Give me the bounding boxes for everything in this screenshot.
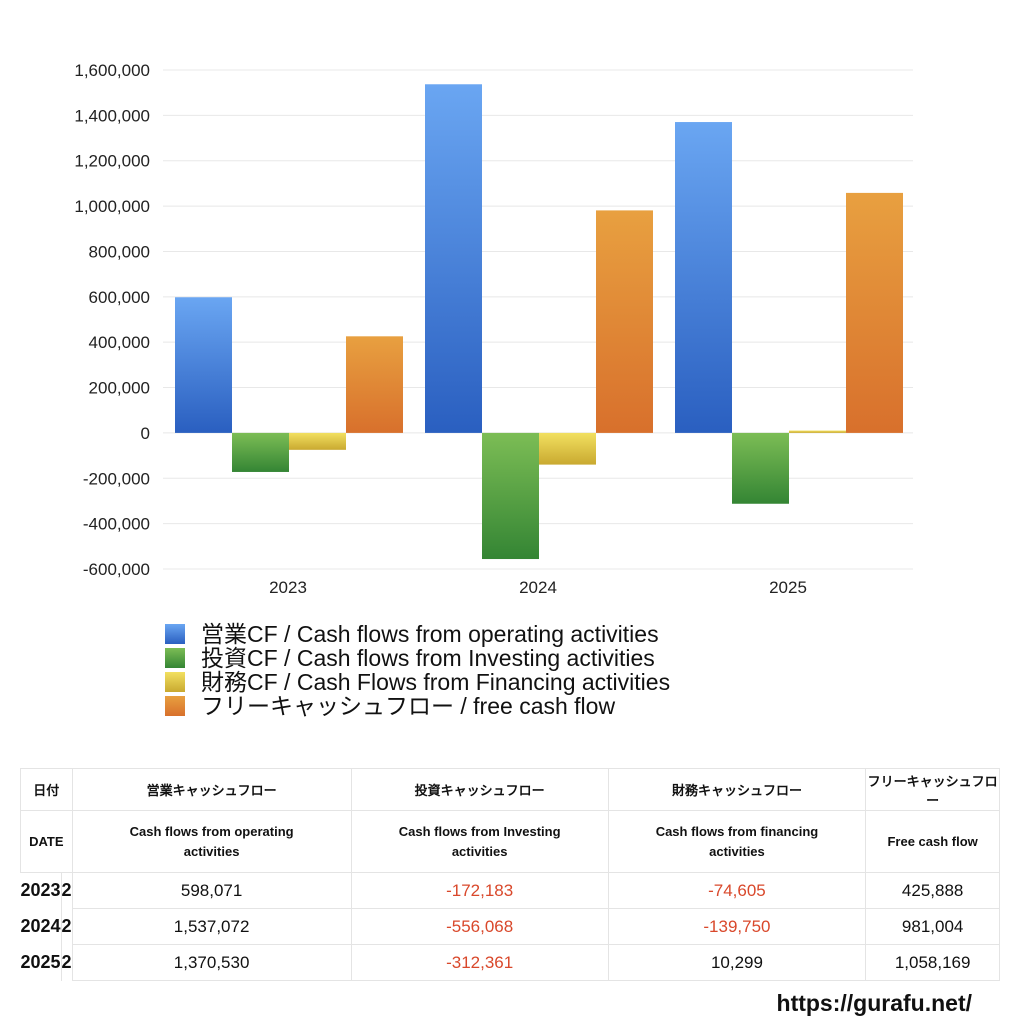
value-cell: -74,605 bbox=[607, 872, 867, 909]
value-cell: 425,888 bbox=[865, 872, 1000, 909]
legend-swatch bbox=[165, 672, 185, 692]
table-row: 2025 2 1,370,530 -312,361 10,299 1,058,169 bbox=[20, 944, 1000, 981]
x-tick-label: 2024 bbox=[519, 578, 557, 597]
header-operating-jp: 営業キャッシュフロー bbox=[71, 768, 352, 811]
legend-item: 営業CF / Cash flows from operating activit… bbox=[165, 622, 670, 646]
value-cell: 1,370,530 bbox=[71, 944, 352, 981]
bar-2024-series-3 bbox=[596, 210, 653, 433]
y-tick-label: 1,200,000 bbox=[74, 152, 150, 171]
month-cell: 2 bbox=[60, 872, 73, 909]
y-tick-label: 800,000 bbox=[89, 242, 150, 261]
bar-chart: 1,600,000 1,400,000 1,200,000 1,000,000 800,… bbox=[74, 61, 913, 597]
header-financing-jp: 財務キャッシュフロー bbox=[607, 768, 867, 811]
header-financing-en: Cash flows from financing activities bbox=[607, 810, 867, 873]
legend-label: 財務CF / Cash Flows from Financing activit… bbox=[201, 669, 671, 695]
data-table: 日付 営業キャッシュフロー 投資キャッシュフロー 財務キャッシュフロー フリーキ… bbox=[20, 768, 1000, 981]
month-cell: 2 bbox=[60, 944, 73, 981]
bar-2025-series-1 bbox=[732, 432, 789, 504]
legend-item: フリーキャッシュフロー / free cash flow bbox=[165, 694, 670, 718]
value-cell: -312,361 bbox=[350, 944, 609, 981]
value-cell: 10,299 bbox=[607, 944, 867, 981]
value-cell: -172,183 bbox=[350, 872, 609, 909]
year-cell: 2024 bbox=[20, 908, 62, 945]
value-cell: 1,058,169 bbox=[865, 944, 1000, 981]
legend-swatch bbox=[165, 624, 185, 644]
legend-label: 営業CF / Cash flows from operating activit… bbox=[201, 621, 659, 647]
x-tick-label: 2023 bbox=[269, 578, 307, 597]
y-tick-label: 400,000 bbox=[89, 333, 150, 352]
legend-item: 財務CF / Cash Flows from Financing activit… bbox=[165, 670, 670, 694]
y-tick-label: -200,000 bbox=[83, 469, 150, 488]
site-url[interactable]: https://gurafu.net/ bbox=[776, 990, 972, 1016]
header-operating-en: Cash flows from operating activities bbox=[71, 810, 352, 873]
bar-2025-series-3 bbox=[846, 192, 903, 433]
y-tick-label: -600,000 bbox=[83, 560, 150, 579]
y-tick-label: 1,600,000 bbox=[74, 61, 150, 80]
header-free-en: Free cash flow bbox=[865, 810, 1000, 873]
table-header-en: DATE Cash flows from operating activitie… bbox=[20, 810, 1000, 873]
year-cell: 2023 bbox=[20, 872, 62, 909]
value-cell: 598,071 bbox=[71, 872, 352, 909]
month-cell: 2 bbox=[60, 908, 73, 945]
header-date-jp: 日付 bbox=[20, 768, 73, 811]
table-row: 2024 2 1,537,072 -556,068 -139,750 981,004 bbox=[20, 908, 1000, 945]
header-date-en: DATE bbox=[20, 810, 73, 873]
bar-2023-series-1 bbox=[232, 432, 289, 472]
value-cell: 1,537,072 bbox=[71, 908, 352, 945]
bar-2023-series-3 bbox=[346, 336, 403, 433]
bar-2024-series-0 bbox=[425, 84, 482, 433]
legend-swatch bbox=[165, 696, 185, 716]
table-row: 2023 2 598,071 -172,183 -74,605 425,888 bbox=[20, 872, 1000, 909]
bar-2025-series-0 bbox=[675, 122, 732, 433]
bar-2023-series-0 bbox=[175, 297, 232, 433]
y-tick-label: -400,000 bbox=[83, 515, 150, 534]
legend-swatch bbox=[165, 648, 185, 668]
y-tick-label: 200,000 bbox=[89, 379, 150, 398]
y-tick-label: 1,000,000 bbox=[74, 197, 150, 216]
table-header-jp: 日付 営業キャッシュフロー 投資キャッシュフロー 財務キャッシュフロー フリーキ… bbox=[20, 768, 1000, 811]
bar-2025-series-2 bbox=[789, 430, 846, 433]
header-investing-jp: 投資キャッシュフロー bbox=[350, 768, 609, 811]
header-free-jp: フリーキャッシュフロー bbox=[865, 768, 1000, 811]
header-investing-en: Cash flows from Investing activities bbox=[350, 810, 609, 873]
y-tick-label: 1,400,000 bbox=[74, 106, 150, 125]
bar-2024-series-2 bbox=[539, 432, 596, 465]
year-cell: 2025 bbox=[20, 944, 62, 981]
legend-label: フリーキャッシュフロー / free cash flow bbox=[201, 693, 616, 719]
value-cell: 981,004 bbox=[865, 908, 1000, 945]
value-cell: -556,068 bbox=[350, 908, 609, 945]
y-tick-label: 600,000 bbox=[89, 288, 150, 307]
legend-label: 投資CF / Cash flows from Investing activit… bbox=[201, 645, 655, 671]
value-cell: -139,750 bbox=[607, 908, 867, 945]
legend: 営業CF / Cash flows from operating activit… bbox=[165, 622, 670, 718]
bar-2024-series-1 bbox=[482, 432, 539, 560]
legend-item: 投資CF / Cash flows from Investing activit… bbox=[165, 646, 670, 670]
x-tick-label: 2025 bbox=[769, 578, 807, 597]
y-tick-label: 0 bbox=[141, 424, 150, 443]
bar-2023-series-2 bbox=[289, 432, 346, 450]
